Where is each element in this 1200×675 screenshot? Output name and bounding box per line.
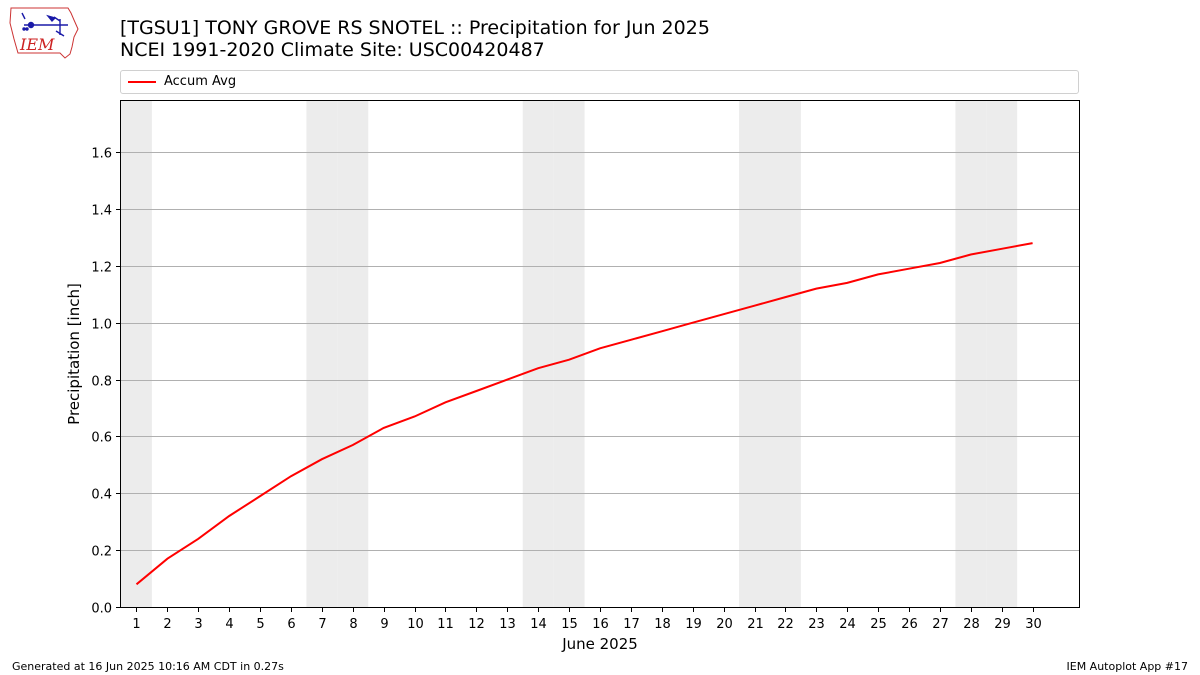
x-tick-label: 23 <box>808 617 825 632</box>
x-tick-label: 28 <box>963 617 980 632</box>
y-tick-label: 1.6 <box>91 147 112 162</box>
iem-logo: IEM <box>9 7 79 59</box>
x-tick-label: 26 <box>901 617 918 632</box>
x-tick-label: 13 <box>499 617 516 632</box>
x-tick-label: 7 <box>318 617 326 632</box>
x-tick-label: 8 <box>349 617 357 632</box>
y-tick-label: 0.8 <box>91 375 112 390</box>
x-tick-label: 18 <box>654 617 671 632</box>
x-axis: 1 2 3 4 5 6 7 8 9 10 11 12 13 14 15 16 17 18 19 20 21 22 23 24 2… <box>132 607 1042 632</box>
x-tick-label: 12 <box>468 617 485 632</box>
weekend-band <box>337 101 369 607</box>
footer-generated: Generated at 16 Jun 2025 10:16 AM CDT in… <box>12 660 284 673</box>
weekend-band <box>522 101 554 607</box>
logo-text: IEM <box>19 35 55 54</box>
y-tick-label: 1.0 <box>91 318 112 333</box>
x-tick-label: 14 <box>530 617 547 632</box>
x-tick-label: 15 <box>561 617 578 632</box>
weekend-band <box>986 101 1018 607</box>
x-tick-label: 3 <box>194 617 202 632</box>
weekend-bands <box>121 101 1018 607</box>
x-tick-label: 29 <box>994 617 1011 632</box>
legend-label-accum-avg: Accum Avg <box>164 74 237 89</box>
x-tick-label: 11 <box>437 617 454 632</box>
legend: Accum Avg <box>120 70 1079 94</box>
x-tick-label: 5 <box>256 617 264 632</box>
plot-frame <box>120 100 1080 608</box>
x-tick-label: 17 <box>623 617 640 632</box>
weekend-band <box>739 101 770 607</box>
x-tick-label: 19 <box>685 617 702 632</box>
x-tick-label: 10 <box>407 617 424 632</box>
grid-lines <box>121 152 1079 608</box>
chart-title: [TGSU1] TONY GROVE RS SNOTEL :: Precipit… <box>120 17 710 61</box>
y-tick-label: 0.6 <box>91 431 112 446</box>
weekend-band <box>121 101 152 607</box>
y-tick-label: 1.4 <box>91 204 112 219</box>
weather-station-icon <box>21 12 68 37</box>
footer-app-id: IEM Autoplot App #17 <box>1066 660 1189 673</box>
weekend-band <box>769 101 801 607</box>
x-tick-label: 4 <box>225 617 233 632</box>
weekend-band <box>553 101 585 607</box>
x-tick-label: 21 <box>747 617 764 632</box>
series-layer <box>135 242 1033 586</box>
x-tick-label: 2 <box>163 617 171 632</box>
x-tick-label: 25 <box>870 617 887 632</box>
x-tick-label: 16 <box>592 617 609 632</box>
y-tick-label: 0.2 <box>91 545 112 560</box>
x-tick-label: 30 <box>1025 617 1042 632</box>
x-tick-label: 6 <box>287 617 295 632</box>
chart-title-line2: NCEI 1991-2020 Climate Site: USC00420487 <box>120 39 545 61</box>
y-tick-label: 1.2 <box>91 261 112 276</box>
x-tick-label: 1 <box>132 617 140 632</box>
weekend-band <box>955 101 987 607</box>
x-tick-label: 22 <box>777 617 794 632</box>
y-axis-label: Precipitation [inch] <box>65 283 83 425</box>
y-tick-label: 0.4 <box>91 488 112 503</box>
y-axis: 0.0 0.2 0.4 0.6 0.8 1.0 1.2 1.4 1.6 <box>91 147 121 617</box>
x-tick-label: 9 <box>380 617 388 632</box>
weekend-band <box>306 101 338 607</box>
chart-title-line1: [TGSU1] TONY GROVE RS SNOTEL :: Precipit… <box>120 17 710 39</box>
legend-swatch-accum-avg <box>128 81 156 83</box>
x-tick-label: 20 <box>716 617 733 632</box>
x-tick-label: 24 <box>839 617 856 632</box>
y-tick-label: 0.0 <box>91 602 112 617</box>
iowa-state-outline <box>9 7 79 59</box>
series-line-accum-avg <box>135 242 1033 586</box>
x-axis-label: June 2025 <box>561 635 638 653</box>
x-tick-label: 27 <box>932 617 949 632</box>
